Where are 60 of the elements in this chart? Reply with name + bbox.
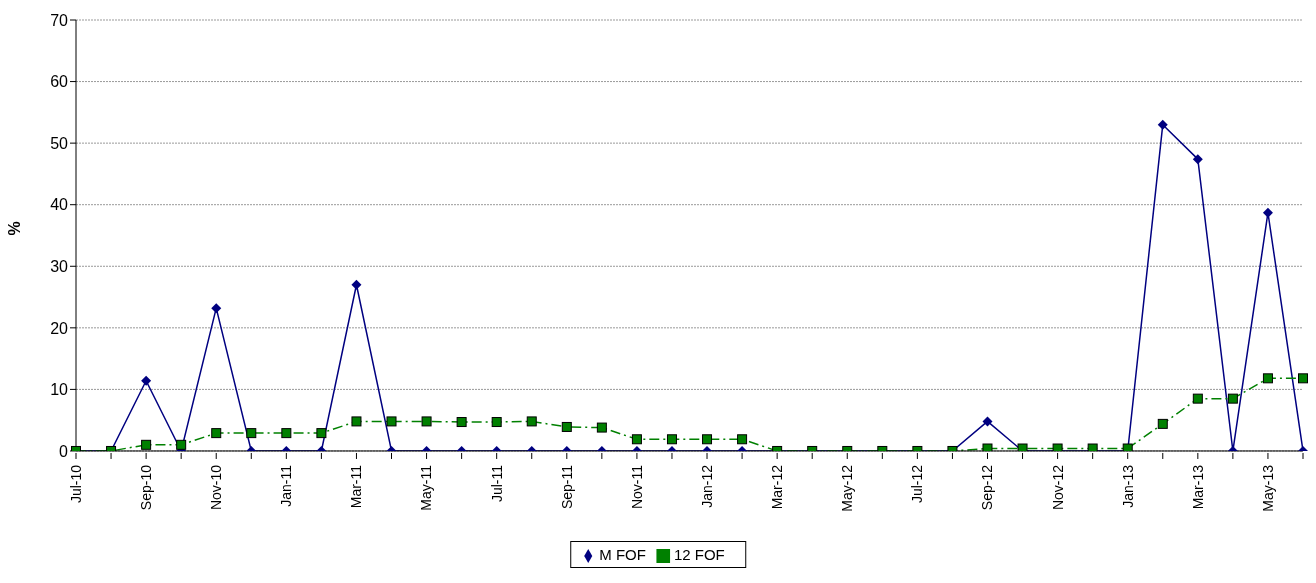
x-tick-label: Sep-12	[979, 464, 996, 511]
point	[1157, 418, 1168, 429]
legend-label: M FOF	[599, 545, 646, 563]
y-tick-label: 30	[50, 257, 69, 275]
point	[596, 422, 607, 433]
x-tick-label: May-12	[839, 464, 856, 512]
point	[1157, 119, 1168, 130]
point	[351, 279, 362, 290]
point	[631, 434, 642, 445]
point	[491, 417, 502, 428]
x-tick-label: Nov-10	[208, 464, 225, 511]
y-tick-label: 60	[50, 73, 69, 91]
point	[666, 434, 677, 445]
x-tick-label: Jan-11	[278, 464, 295, 507]
x-tick-label: Mar-11	[348, 464, 365, 509]
x-tick-label: Sep-11	[558, 464, 575, 510]
point	[141, 439, 152, 450]
x-tick-label: Nov-12	[1049, 464, 1066, 511]
x-tick-label: Nov-11	[628, 464, 645, 510]
x-tick-label: May-11	[418, 464, 435, 511]
point	[1262, 373, 1273, 384]
point	[982, 416, 993, 427]
point	[1227, 393, 1238, 404]
point	[1192, 393, 1203, 404]
x-tick-label: May-13	[1259, 464, 1276, 512]
x-tick-label: Mar-12	[769, 464, 786, 510]
x-tick-label: Jan-13	[1119, 464, 1136, 508]
y-tick-label: 70	[50, 11, 69, 29]
point	[281, 428, 292, 439]
point	[421, 416, 432, 427]
x-tick-label: Jul-10	[67, 464, 84, 504]
x-tick-label: Sep-10	[138, 464, 155, 511]
x-tick-label: Mar-13	[1189, 464, 1206, 510]
y-tick-label: 40	[50, 196, 69, 214]
point	[211, 303, 222, 314]
x-tick-label: Jan-12	[698, 464, 715, 508]
point	[141, 375, 152, 386]
y-tick-label: 10	[50, 381, 69, 399]
x-tick-label: Jul-11	[488, 464, 505, 503]
y-tick-label: 50	[50, 134, 69, 152]
point	[351, 416, 362, 427]
y-tick-label: 0	[59, 442, 69, 460]
point	[176, 439, 187, 450]
point	[246, 428, 257, 439]
point	[982, 443, 993, 451]
point	[386, 416, 397, 427]
point	[1298, 373, 1308, 384]
point	[211, 428, 222, 439]
legend-label: 12 FOF	[673, 545, 725, 563]
point	[526, 416, 537, 427]
point	[316, 428, 327, 439]
point	[561, 421, 572, 432]
point	[1262, 207, 1273, 218]
point	[702, 434, 713, 445]
x-tick-label: Jul-12	[909, 464, 926, 504]
y-axis-title: %	[5, 221, 23, 236]
y-tick-label: 20	[50, 319, 69, 337]
point	[456, 417, 467, 428]
point	[1192, 154, 1203, 165]
point	[737, 434, 748, 445]
